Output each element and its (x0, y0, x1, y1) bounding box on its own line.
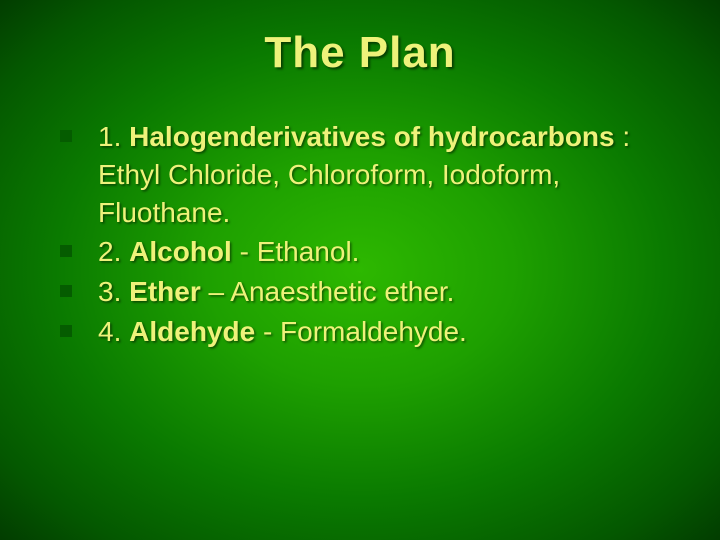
item-number: 2. (98, 236, 121, 267)
item-rest: - Ethanol. (232, 236, 360, 267)
list-item-text: 4. Aldehyde - Formaldehyde. (98, 313, 670, 351)
item-number: 1. (98, 121, 121, 152)
slide-body: 1. Halogenderivatives of hydrocarbons : … (0, 118, 720, 351)
list-item: 4. Aldehyde - Formaldehyde. (60, 313, 670, 351)
list-item: 2. Alcohol - Ethanol. (60, 233, 670, 271)
item-bold: Aldehyde (129, 316, 255, 347)
bullet-icon (60, 285, 72, 297)
slide-title: The Plan (0, 0, 720, 78)
list-item-text: 3. Ether – Anaesthetic ether. (98, 273, 670, 311)
list-item: 1. Halogenderivatives of hydrocarbons : … (60, 118, 670, 231)
item-bold: Halogenderivatives of hydrocarbons (129, 121, 614, 152)
item-number: 3. (98, 276, 121, 307)
item-bold: Alcohol (129, 236, 232, 267)
item-number: 4. (98, 316, 121, 347)
bullet-icon (60, 325, 72, 337)
bullet-icon (60, 245, 72, 257)
item-rest: – Anaesthetic ether. (201, 276, 455, 307)
list-item: 3. Ether – Anaesthetic ether. (60, 273, 670, 311)
list-item-text: 2. Alcohol - Ethanol. (98, 233, 670, 271)
item-rest: - Formaldehyde. (255, 316, 467, 347)
slide: The Plan 1. Halogenderivatives of hydroc… (0, 0, 720, 540)
list-item-text: 1. Halogenderivatives of hydrocarbons : … (98, 118, 670, 231)
bullet-icon (60, 130, 72, 142)
item-bold: Ether (129, 276, 201, 307)
